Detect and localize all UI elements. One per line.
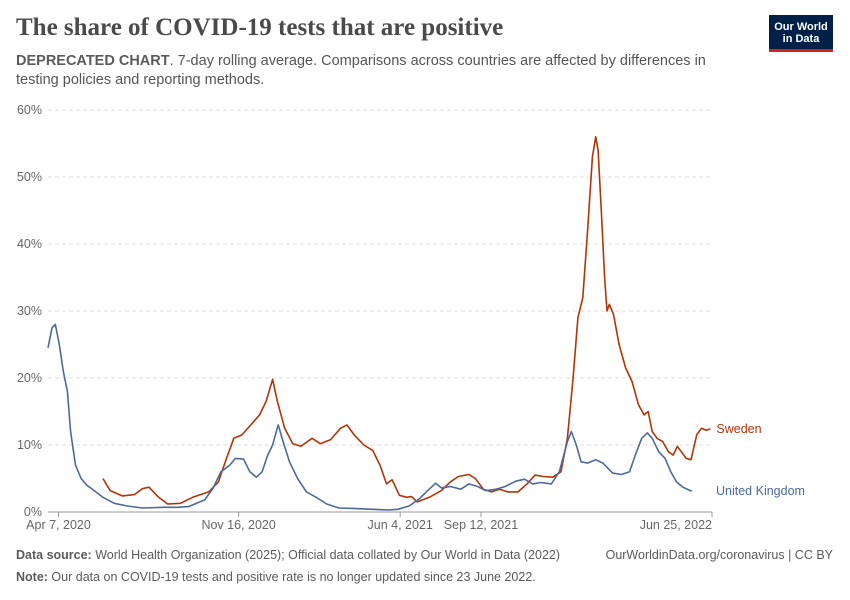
logo-line-1: Our World (774, 21, 828, 33)
series-line-sweden (102, 136, 711, 505)
series-label-sweden: Sweden (716, 422, 761, 436)
series-lines (47, 136, 711, 511)
note-label: Note: (16, 570, 48, 584)
logo-line-2: in Data (782, 33, 820, 45)
data-source: Data source: World Health Organization (… (16, 548, 560, 562)
x-tick-label: Jun 4, 2021 (368, 518, 433, 532)
source-text: World Health Organization (2025); Offici… (91, 548, 561, 562)
source-label: Data source: (16, 548, 92, 562)
y-tick-label: 40% (17, 237, 42, 251)
gridlines (48, 109, 712, 446)
series-labels: Sweden United Kingdom (716, 422, 805, 498)
y-tick-label: 50% (17, 170, 42, 184)
note-text: Our data on COVID-19 tests and positive … (47, 570, 536, 584)
x-axis: Apr 7, 2020 Nov 16, 2020 Jun 4, 2021 Sep 12… (26, 511, 713, 532)
x-tick-label: Sep 12, 2021 (444, 518, 518, 532)
y-tick-label: 60% (17, 103, 42, 117)
source-url-link[interactable]: OurWorldinData.org/coronavirus | CC BY (605, 548, 833, 562)
chart-subtitle: DEPRECATED CHART. 7-day rolling average.… (16, 52, 736, 90)
y-tick-label: 0% (24, 505, 42, 519)
x-tick-label: Jun 25, 2022 (640, 518, 712, 532)
y-tick-label: 20% (17, 371, 42, 385)
chart-note: Note: Our data on COVID-19 tests and pos… (16, 570, 536, 584)
y-tick-label: 10% (17, 438, 42, 452)
y-tick-label: 30% (17, 304, 42, 318)
subtitle-text: . 7-day rolling average. Comparisons acr… (16, 53, 706, 88)
subtitle-lead: DEPRECATED CHART (16, 53, 170, 69)
y-axis-tick-labels: 0% 10% 20% 30% 40% 50% 60% (17, 103, 42, 519)
owid-logo[interactable]: Our World in Data (769, 15, 833, 52)
x-tick-label: Apr 7, 2020 (26, 518, 91, 532)
x-tick-label: Nov 16, 2020 (201, 518, 275, 532)
series-line-united-kingdom (47, 323, 693, 511)
series-label-united-kingdom: United Kingdom (716, 484, 805, 498)
chart-title: The share of COVID-19 tests that are pos… (16, 14, 504, 41)
